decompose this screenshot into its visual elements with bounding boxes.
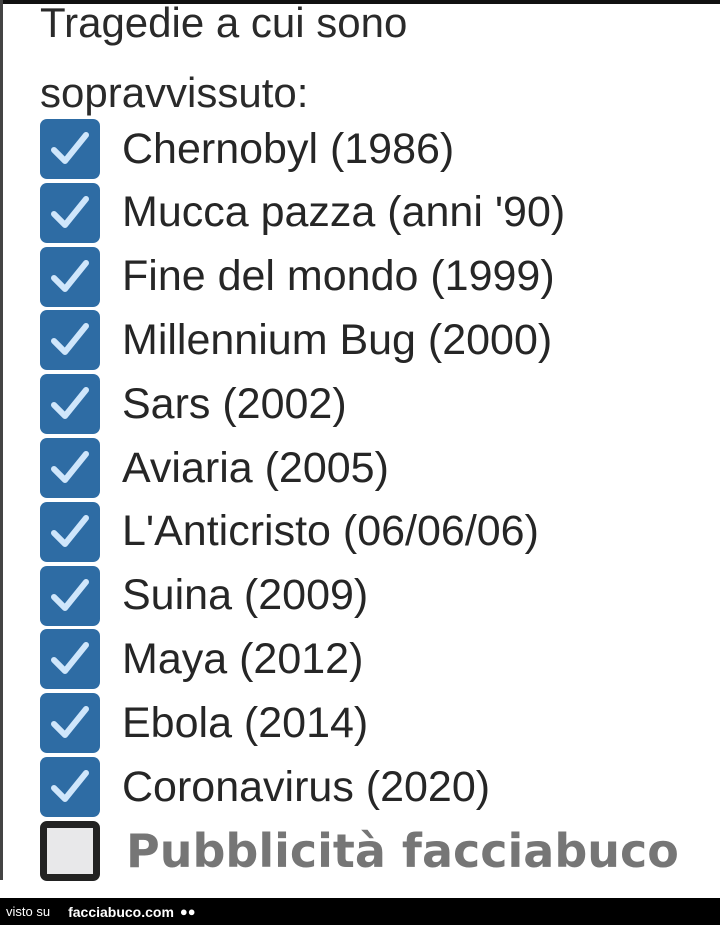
checkmark-icon bbox=[51, 706, 89, 739]
checkbox-checked[interactable] bbox=[40, 246, 100, 307]
list-item[interactable]: Mucca pazza (anni '90) bbox=[40, 182, 565, 244]
item-label: Aviaria (2005) bbox=[122, 443, 389, 492]
checkbox-checked[interactable] bbox=[40, 757, 100, 817]
checkbox-checked[interactable] bbox=[40, 182, 100, 243]
checkmark-icon bbox=[51, 578, 89, 611]
list-item[interactable]: Fine del mondo (1999) bbox=[40, 246, 555, 308]
item-label: L'Anticristo (06/06/06) bbox=[122, 507, 539, 556]
list-item[interactable]: Maya (2012) bbox=[40, 628, 363, 690]
left-border bbox=[0, 0, 3, 880]
checkbox-checked[interactable] bbox=[40, 693, 100, 754]
checkbox-checked[interactable] bbox=[40, 501, 100, 562]
checkbox-checked[interactable] bbox=[40, 119, 100, 179]
list-item[interactable]: Millennium Bug (2000) bbox=[40, 309, 552, 371]
item-label: Chernobyl (1986) bbox=[122, 124, 455, 173]
checkmark-icon bbox=[51, 132, 89, 164]
eyes-icon: ●● bbox=[179, 904, 196, 919]
footer-site-link[interactable]: facciabuco.com bbox=[68, 903, 174, 920]
checkmark-icon bbox=[51, 259, 89, 292]
list-item[interactable]: Aviaria (2005) bbox=[40, 437, 389, 499]
item-label: Millennium Bug (2000) bbox=[122, 315, 553, 364]
list-item[interactable]: Suina (2009) bbox=[40, 565, 368, 627]
list-item[interactable]: Chernobyl (1986) bbox=[40, 118, 454, 180]
item-label: Suina (2009) bbox=[122, 571, 369, 620]
checkmark-icon bbox=[51, 770, 89, 802]
item-label: Fine del mondo (1999) bbox=[122, 252, 555, 301]
list-item[interactable]: Coronavirus (2020) bbox=[40, 756, 490, 818]
list-item[interactable]: Pubblicità facciabuco bbox=[40, 820, 679, 882]
checkbox-checked[interactable] bbox=[40, 565, 100, 626]
checkbox-checked[interactable] bbox=[40, 374, 100, 435]
list-item[interactable]: Ebola (2014) bbox=[40, 692, 368, 754]
footer-prefix: visto su bbox=[6, 904, 51, 919]
list-item[interactable]: Sars (2002) bbox=[40, 373, 347, 435]
item-label: Ebola (2014) bbox=[122, 698, 369, 747]
top-border bbox=[0, 0, 720, 4]
title-line-2: sopravvissuto: bbox=[40, 69, 309, 116]
checkbox-unchecked[interactable] bbox=[40, 820, 100, 881]
checkmark-icon bbox=[51, 642, 89, 675]
checkmark-icon bbox=[51, 195, 89, 228]
checkbox-checked[interactable] bbox=[40, 629, 100, 690]
checkmark-icon bbox=[51, 514, 89, 547]
checkbox-checked[interactable] bbox=[40, 438, 100, 498]
footer-bar: visto su facciabuco.com ●● bbox=[0, 898, 720, 925]
checkmark-icon bbox=[51, 387, 89, 420]
checkmark-icon bbox=[51, 323, 89, 356]
item-label: Mucca pazza (anni '90) bbox=[122, 188, 566, 237]
item-label: Pubblicità facciabuco bbox=[126, 823, 679, 878]
checkbox-checked[interactable] bbox=[40, 310, 100, 371]
checkmark-icon bbox=[51, 451, 89, 483]
item-label: Sars (2002) bbox=[122, 379, 347, 428]
title-line-1: Tragedie a cui sono bbox=[40, 0, 408, 46]
list-item[interactable]: L'Anticristo (06/06/06) bbox=[40, 501, 539, 563]
item-label: Coronavirus (2020) bbox=[122, 762, 491, 811]
item-label: Maya (2012) bbox=[122, 634, 364, 683]
